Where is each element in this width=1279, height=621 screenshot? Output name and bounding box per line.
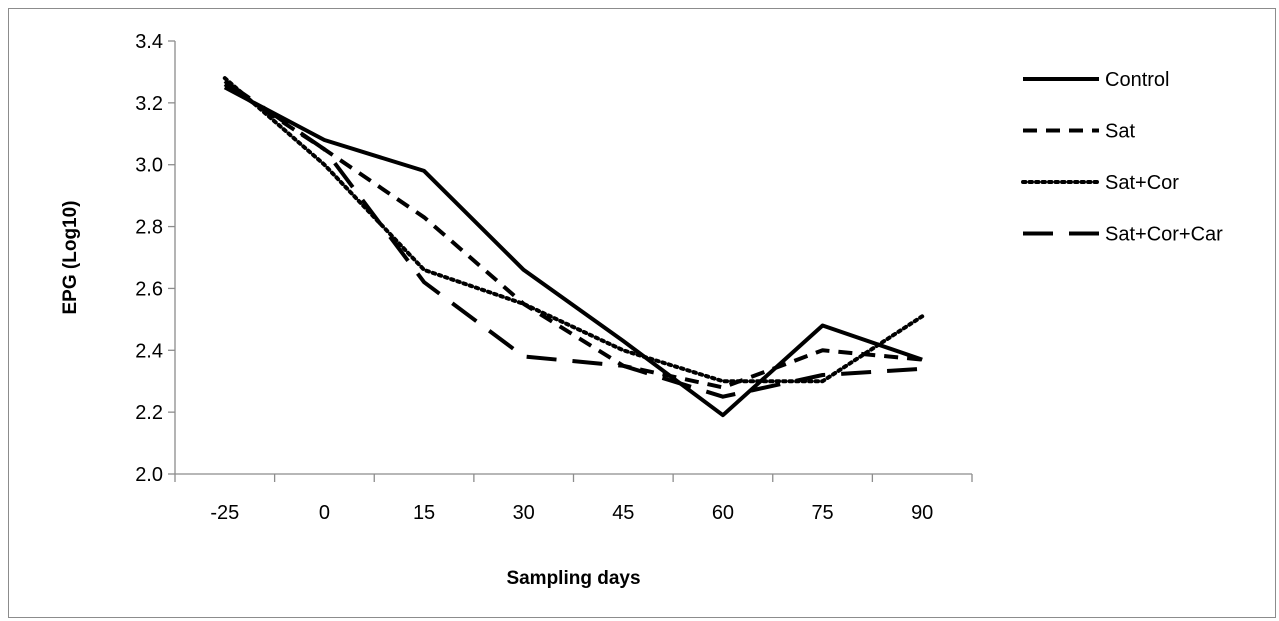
x-tick-label: 15: [413, 502, 435, 524]
x-tick-label: 60: [712, 502, 734, 524]
y-tick-label: 2.2: [135, 402, 163, 424]
legend: Control Sat Sat+Cor Sat+Cor+Car: [1021, 69, 1223, 246]
line-chart: 2.0 2.2 2.4 2.6 2.8 3.0 3.2 3.4 -25 0 15 30 45 60 75 9…: [60, 31, 1223, 589]
series-line-sat-cor: [222, 76, 925, 384]
series-lines: [222, 76, 925, 418]
x-axis-title: Sampling days: [506, 568, 640, 589]
legend-label: Sat+Cor: [1105, 172, 1179, 194]
y-tick-label: 2.0: [135, 464, 163, 486]
chart-area: 2.0 2.2 2.4 2.6 2.8 3.0 3.2 3.4 -25 0 15 30 45 60 75 9…: [8, 8, 1276, 618]
legend-label: Control: [1105, 69, 1169, 91]
y-tick-label: 2.8: [135, 217, 163, 239]
x-axis-ticks: -25 0 15 30 45 60 75 90: [174, 474, 973, 524]
y-tick-label: 3.0: [135, 155, 163, 177]
legend-label: Sat: [1105, 121, 1135, 143]
y-tick-label: 3.4: [135, 31, 163, 53]
axes: [174, 41, 972, 475]
x-tick-label: 0: [319, 502, 330, 524]
x-tick-label: 30: [513, 502, 535, 524]
legend-label: Sat+Cor+Car: [1105, 224, 1223, 246]
y-tick-label: 2.6: [135, 278, 163, 300]
x-tick-label: -25: [210, 502, 239, 524]
x-tick-label: 75: [811, 502, 833, 524]
series-line-sat: [223, 82, 923, 390]
series-line-control: [223, 85, 923, 418]
series-line-sat-cor-car: [223, 79, 923, 399]
y-tick-label: 3.2: [135, 93, 163, 115]
x-tick-label: 90: [911, 502, 933, 524]
y-axis-title: EPG (Log10): [60, 200, 81, 314]
y-axis-ticks: 2.0 2.2 2.4 2.6 2.8 3.0 3.2 3.4: [135, 31, 175, 486]
x-tick-label: 45: [612, 502, 634, 524]
y-tick-label: 2.4: [135, 340, 163, 362]
